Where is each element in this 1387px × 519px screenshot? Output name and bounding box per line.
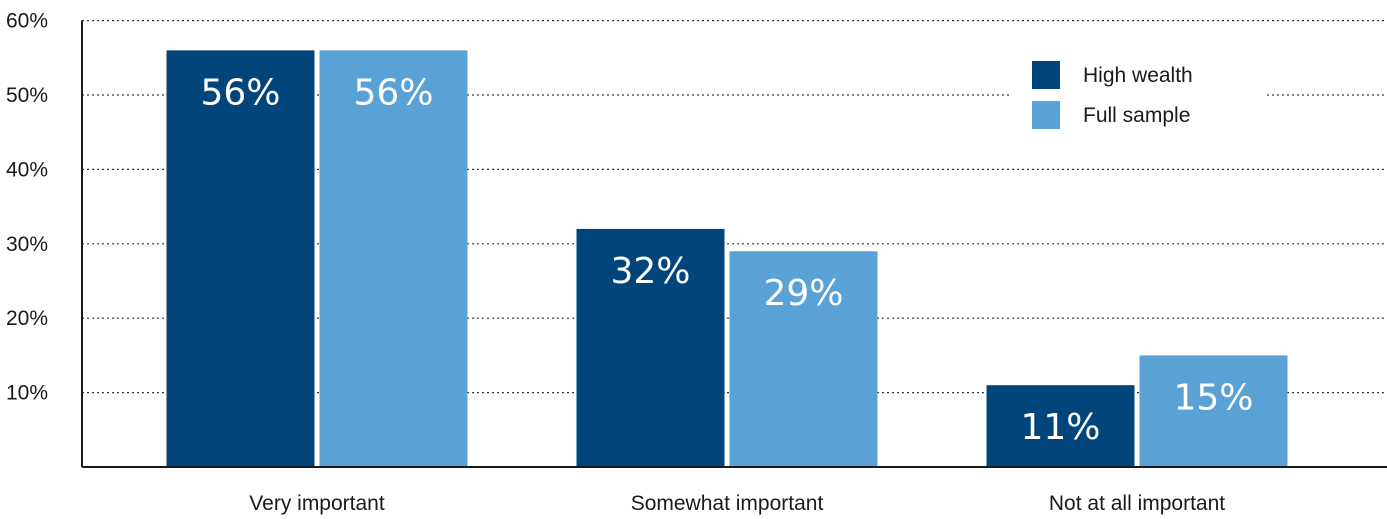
y-tick-label: 30% [6, 233, 48, 256]
bar-value-label: 15% [1173, 377, 1253, 418]
bar-full-sample [1139, 355, 1288, 467]
bar-value-labels: 56% 56% 32% 29% 11% 15% [200, 72, 1253, 448]
bar-value-label: 56% [200, 72, 280, 113]
bar-full-sample [729, 251, 878, 467]
y-tick-label: 50% [6, 84, 48, 107]
bar-high-wealth [986, 385, 1135, 467]
x-category-label: Not at all important [1049, 492, 1225, 515]
x-category-label: Very important [249, 492, 385, 515]
bar-value-label: 29% [763, 273, 843, 314]
bar-high-wealth [166, 50, 315, 468]
y-tick-label: 10% [6, 382, 48, 405]
legend-swatch [1032, 61, 1060, 89]
bar-value-label: 56% [353, 72, 433, 113]
y-tick-label: 20% [6, 307, 48, 330]
bars [166, 50, 1288, 468]
y-tick-label: 40% [6, 158, 48, 181]
x-axis-categories: Very important Somewhat important Not at a… [249, 492, 1225, 515]
bar-value-label: 11% [1020, 407, 1100, 448]
legend-label: High wealth [1083, 64, 1193, 87]
y-axis-ticks: 10% 20% 30% 40% 50% 60% [6, 10, 48, 405]
legend-label: Full sample [1083, 104, 1190, 127]
x-category-label: Somewhat important [631, 492, 824, 515]
bar-value-label: 32% [610, 251, 690, 292]
y-tick-label: 60% [6, 10, 48, 33]
legend-swatch [1032, 101, 1060, 129]
bar-high-wealth [576, 228, 725, 467]
bar-full-sample [319, 50, 468, 468]
legend: High wealth Full sample [1010, 50, 1265, 140]
